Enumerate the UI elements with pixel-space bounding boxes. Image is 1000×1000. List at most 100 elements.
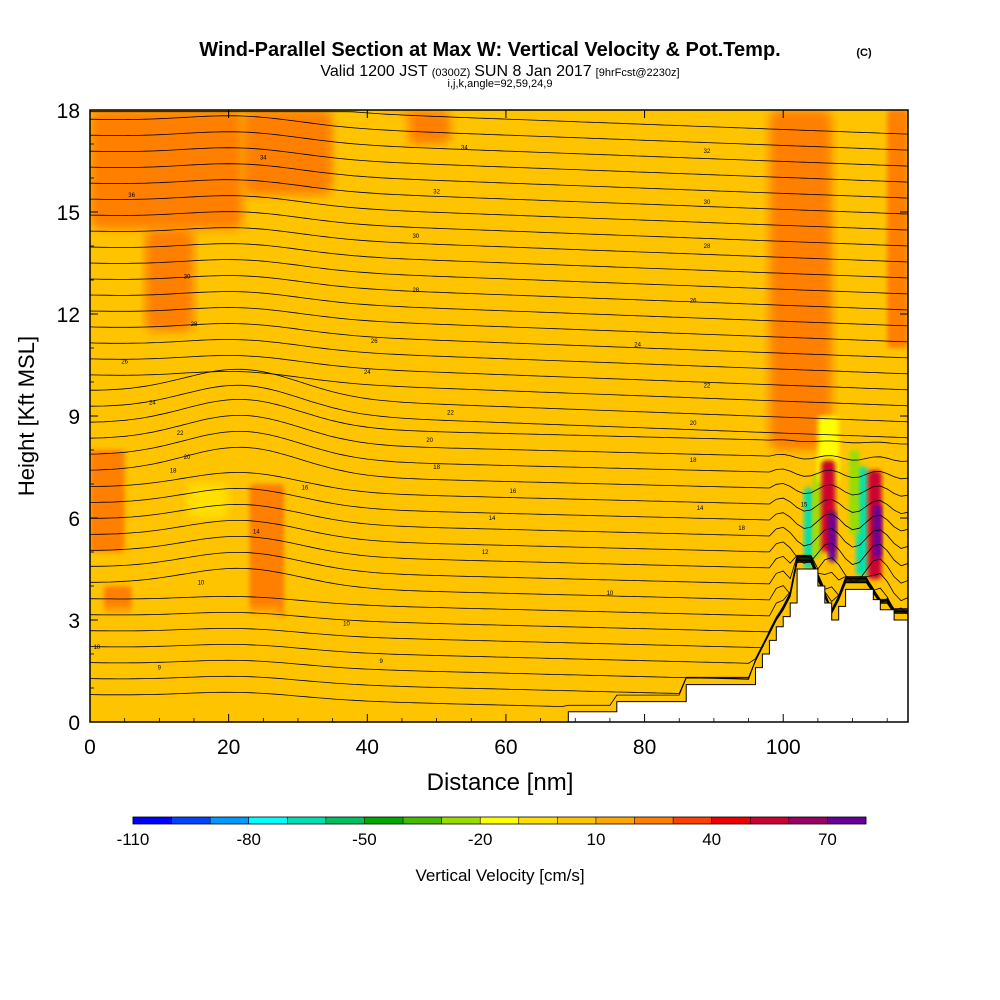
velocity-field	[90, 110, 908, 705]
velocity-region	[145, 229, 194, 331]
colorbar-tick-label: -110	[117, 830, 150, 849]
y-tick-label: 15	[57, 202, 80, 225]
contour-label: 18	[690, 458, 697, 464]
chart-subtitle: Valid 1200 JST (0300Z) SUN 8 Jan 2017 [9hrF…	[320, 63, 679, 80]
theta-contour	[90, 415, 908, 462]
contour-label: 28	[704, 244, 711, 250]
colorbar-swatch	[673, 817, 712, 824]
contour-label: 20	[426, 438, 433, 444]
colorbar-swatch	[788, 817, 828, 824]
colorbar-tick-label: -80	[236, 830, 261, 849]
colorbar-swatch	[325, 817, 365, 824]
colorbar-swatch	[634, 817, 674, 824]
theta-contour	[90, 558, 908, 633]
theta-contour	[90, 558, 908, 649]
colorbar-swatch	[595, 817, 635, 824]
contour-label: 34	[461, 145, 468, 151]
y-tick-label: 3	[68, 610, 80, 633]
velocity-region	[395, 603, 548, 688]
contour-label: 12	[482, 550, 489, 556]
theta-contour	[90, 323, 908, 359]
contour-label: 24	[149, 400, 156, 406]
colorbar-swatch	[518, 817, 558, 824]
y-tick-label: 12	[57, 304, 80, 327]
contour-label: 28	[191, 322, 198, 328]
theta-contour	[90, 368, 908, 423]
contour-label: 26	[121, 360, 128, 366]
x-tick-label: 20	[217, 736, 240, 759]
theta-contour	[90, 291, 908, 327]
contour-label: 10	[94, 645, 101, 651]
velocity-region	[90, 609, 285, 678]
x-axis: 0 20 40 60 80 100	[84, 110, 888, 759]
velocity-region	[813, 473, 822, 559]
theta-contour	[90, 163, 908, 199]
y-tick-label: 6	[68, 508, 80, 531]
colorbar-tick-label: 40	[702, 830, 721, 849]
theta-contour	[90, 243, 908, 279]
chart-subtitle-indices: i,j,k,angle=92,59,24,9	[448, 78, 553, 90]
contour-label: 10	[198, 581, 205, 587]
x-tick-label: 60	[494, 736, 517, 759]
contour-label: 18	[738, 526, 745, 532]
contour-label: 15	[801, 502, 808, 508]
theta-contour	[90, 307, 908, 343]
colorbar-tick-label: -50	[352, 830, 377, 849]
theta-contour	[90, 557, 908, 617]
contour-label: 24	[364, 370, 371, 376]
colorbar-tick-label: 70	[818, 830, 837, 849]
contour-label: 22	[447, 411, 454, 417]
contour-label: 20	[690, 421, 697, 427]
theta-contour	[90, 446, 908, 497]
colorbar-swatch	[248, 817, 288, 824]
velocity-region	[249, 484, 285, 620]
title-mark: (C)	[856, 47, 872, 59]
theta-contour	[90, 115, 908, 151]
velocity-region	[90, 450, 125, 552]
velocity-region	[849, 450, 860, 535]
plot-area: 34 34 32 36 32 30 30 28 30 28 26 28 26 24 26 24 22 24 22 20…	[90, 110, 908, 722]
velocity-region	[90, 110, 243, 229]
x-tick-label: 80	[633, 736, 656, 759]
theta-contour	[90, 195, 908, 231]
contour-labels: 34 34 32 36 32 30 30 28 30 28 26 28 26 24 26 24 22 24 22 20…	[94, 145, 808, 671]
theta-contour	[90, 339, 908, 375]
contour-label: 26	[690, 298, 697, 304]
subtitle-date: SUN 8 Jan 2017	[474, 63, 592, 80]
contour-label: 24	[634, 343, 641, 349]
colorbar-label: Vertical Velocity [cm/s]	[415, 866, 584, 885]
theta-contour	[90, 227, 908, 263]
x-tick-label: 40	[356, 736, 379, 759]
contour-label: 10	[343, 621, 350, 627]
colorbar-swatch	[827, 817, 866, 824]
theta-contour	[90, 384, 908, 439]
contour-label: 32	[704, 149, 711, 155]
contour-label: 18	[170, 468, 177, 474]
terrain	[90, 568, 908, 722]
colorbar-tick-label: 10	[586, 830, 605, 849]
colorbar-swatch	[171, 817, 211, 824]
contour-label: 16	[302, 485, 309, 491]
theta-contour	[90, 552, 908, 602]
contour-label: 30	[412, 234, 419, 240]
contour-label: 34	[260, 156, 267, 162]
theta-contour	[90, 503, 908, 549]
y-tick-label: 18	[57, 100, 80, 123]
velocity-region	[887, 110, 908, 348]
velocity-region	[291, 630, 361, 682]
theta-contour	[90, 111, 908, 135]
contour-label: 32	[433, 190, 440, 196]
colorbar-swatch	[711, 817, 751, 824]
y-tick-label: 9	[68, 406, 80, 429]
theta-contour	[90, 472, 908, 515]
colorbar: -110 -80 -50 -20 10 40 70	[117, 816, 867, 849]
theta-contour	[90, 431, 908, 480]
contour-label: 26	[371, 339, 378, 345]
contour-label: 9	[379, 659, 383, 665]
velocity-region	[828, 511, 837, 563]
velocity-region	[242, 110, 333, 195]
x-axis-label: Distance [nm]	[427, 769, 574, 796]
contour-label: 30	[704, 200, 711, 206]
colorbar-swatch	[480, 817, 519, 824]
